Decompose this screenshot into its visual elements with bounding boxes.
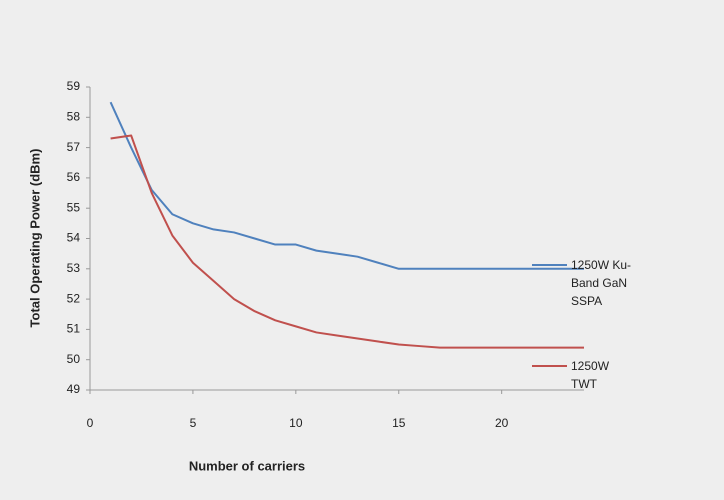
legend-label: 1250W Ku-Band GaN SSPA <box>571 258 632 308</box>
y-tick-label: 59 <box>67 79 81 93</box>
series-line <box>109 101 584 270</box>
x-tick-label: 20 <box>495 416 509 430</box>
y-tick-label: 55 <box>67 200 81 214</box>
y-tick-label: 58 <box>67 109 81 123</box>
y-tick-label: 49 <box>67 382 81 396</box>
y-tick-label: 57 <box>67 140 81 154</box>
y-tick-label: 53 <box>67 261 81 275</box>
y-tick-label: 51 <box>67 322 81 336</box>
x-tick-label: 10 <box>289 416 303 430</box>
y-axis-label: Total Operating Power (dBm) <box>27 149 42 328</box>
x-tick-label: 15 <box>392 416 406 430</box>
x-tick-label: 0 <box>87 416 94 430</box>
y-tick-label: 56 <box>67 170 81 184</box>
y-tick-label: 50 <box>67 352 81 366</box>
y-tick-label: 52 <box>67 291 81 305</box>
series-line <box>110 134 584 349</box>
x-axis-label: Number of carriers <box>189 458 305 473</box>
y-tick-label: 54 <box>67 231 81 245</box>
x-tick-label: 5 <box>190 416 197 430</box>
legend-label: 1250W TWT <box>571 359 610 391</box>
